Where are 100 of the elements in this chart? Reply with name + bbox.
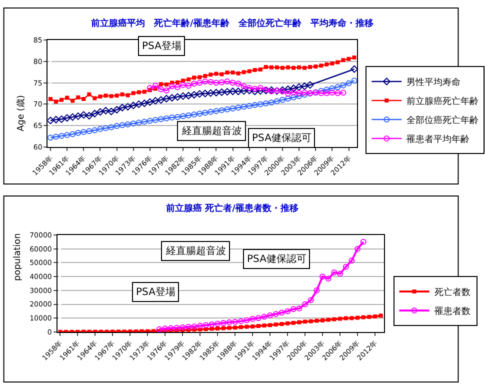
point [58, 115, 66, 123]
point [180, 113, 186, 120]
point [291, 320, 296, 325]
point [114, 123, 120, 130]
point [202, 78, 208, 85]
point [146, 118, 153, 124]
point [191, 80, 198, 87]
point [251, 88, 259, 96]
point [360, 238, 366, 245]
point [53, 134, 60, 140]
point [325, 276, 332, 282]
point [156, 326, 162, 332]
legend-label: 全部位癌死亡年齢 [406, 115, 479, 126]
point [373, 314, 378, 318]
point [206, 89, 214, 97]
point [196, 110, 203, 117]
point [120, 92, 124, 96]
point [220, 320, 226, 326]
point [185, 324, 192, 330]
annotation: PSA登場 [142, 40, 182, 52]
point [68, 113, 76, 121]
point [214, 320, 221, 327]
point [70, 131, 76, 138]
point [48, 116, 54, 124]
point [174, 84, 181, 90]
point [314, 64, 318, 69]
point [108, 124, 114, 130]
point [334, 90, 341, 96]
point [174, 114, 181, 120]
point [290, 84, 298, 92]
point [192, 76, 196, 80]
point [196, 90, 204, 98]
point [220, 72, 224, 76]
point [202, 110, 208, 116]
point [238, 325, 243, 330]
point [146, 98, 154, 106]
point [124, 121, 131, 128]
point [329, 90, 336, 96]
point [140, 100, 148, 108]
point [344, 316, 348, 320]
point [102, 125, 109, 132]
point [163, 115, 170, 122]
point [236, 71, 240, 76]
point [269, 65, 274, 70]
point [286, 65, 290, 70]
point [208, 321, 215, 328]
point [184, 92, 192, 100]
point [297, 320, 302, 324]
point [180, 324, 186, 330]
point [124, 103, 132, 111]
point [280, 322, 284, 326]
point [252, 86, 258, 92]
point [152, 97, 160, 105]
point [230, 105, 236, 112]
point [158, 86, 164, 92]
point [164, 82, 168, 87]
point [274, 65, 279, 70]
point [197, 322, 204, 329]
point [169, 114, 175, 120]
point [130, 120, 136, 126]
point [346, 80, 352, 86]
point [135, 100, 143, 108]
point [352, 56, 356, 60]
point [247, 69, 252, 74]
point [104, 94, 108, 98]
point [240, 104, 247, 110]
point [326, 318, 330, 322]
point [274, 322, 278, 327]
point [342, 264, 349, 270]
point [60, 98, 64, 102]
point [232, 318, 238, 325]
annotation: 経直腸超音波 [165, 245, 226, 257]
point [296, 305, 302, 312]
point [297, 65, 302, 70]
point [179, 92, 187, 100]
point [318, 88, 324, 94]
point [252, 68, 257, 72]
point [130, 102, 138, 110]
point [268, 99, 274, 106]
point [174, 93, 182, 101]
point [191, 111, 198, 118]
point [346, 56, 351, 61]
point [308, 319, 313, 324]
point [255, 315, 262, 322]
point [256, 324, 260, 328]
point [90, 110, 98, 118]
point [208, 78, 214, 85]
point [214, 72, 218, 76]
point [280, 66, 284, 70]
point [218, 107, 225, 114]
point [141, 118, 148, 125]
point [267, 312, 274, 318]
point [168, 94, 176, 102]
point [302, 66, 307, 70]
point [224, 78, 230, 85]
legend-label: 罹患者平均年齢 [406, 134, 470, 146]
point [351, 78, 358, 84]
point [246, 86, 254, 94]
point [229, 88, 237, 96]
point [244, 324, 249, 329]
